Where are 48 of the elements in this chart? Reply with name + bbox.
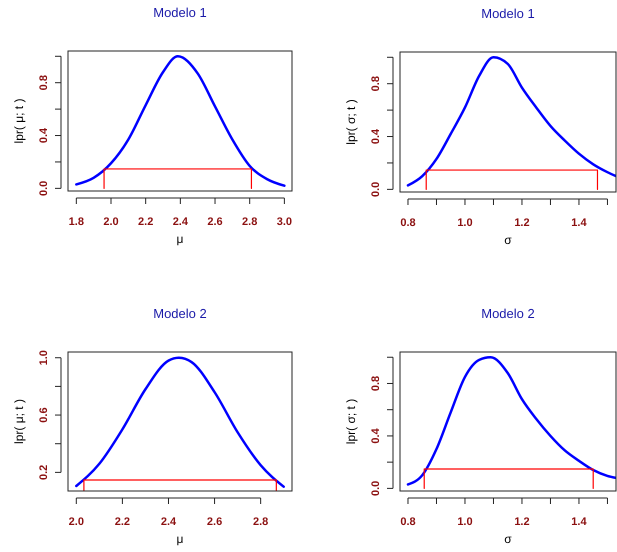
x-axis-title: μ (176, 532, 184, 546)
chart-title: Modelo 2 (153, 306, 207, 321)
x-tick-label: 2.6 (206, 516, 222, 528)
y-tick-label: 0.8 (370, 376, 382, 392)
x-tick-label: 2.4 (160, 516, 178, 528)
x-tick-label: 1.2 (514, 516, 530, 528)
y-axis-title: lpr( μ; t ) (12, 98, 26, 144)
x-tick-label: 2.0 (68, 516, 84, 528)
y-tick-label: 0.0 (370, 480, 382, 496)
x-tick-label: 2.8 (253, 516, 268, 528)
y-tick-label: 0.4 (370, 427, 382, 444)
y-tick-label: 0.0 (370, 182, 382, 198)
x-axis-title: σ (504, 233, 512, 247)
x-tick-label: 1.0 (457, 516, 473, 528)
chart-title: Modelo 1 (481, 6, 535, 21)
x-tick-label: 1.4 (571, 217, 588, 229)
x-tick-label: 0.8 (400, 516, 416, 528)
line-series (75, 356, 285, 488)
x-tick-label: 3.0 (276, 216, 292, 228)
y-tick-label: 0.0 (38, 180, 50, 196)
x-tick-label: 2.8 (242, 216, 258, 228)
x-tick-label: 1.2 (514, 217, 530, 229)
x-tick-label: 2.4 (172, 216, 189, 228)
x-tick-label: 1.8 (68, 216, 84, 228)
x-tick-label: 0.8 (400, 217, 416, 229)
line-series (406, 356, 616, 486)
y-tick-label: 0.4 (370, 128, 382, 144)
x-axis-title: μ (176, 232, 184, 246)
y-tick-label: 1.0 (38, 350, 50, 366)
y-tick-label: 0.8 (38, 75, 50, 90)
x-tick-label: 2.2 (138, 216, 154, 228)
x-tick-label: 2.2 (114, 516, 130, 528)
y-tick-label: 0.2 (38, 464, 50, 480)
line-series (406, 56, 616, 187)
x-tick-label: 1.4 (571, 516, 588, 528)
y-axis-title: lpr( σ; t ) (344, 398, 358, 444)
y-tick-label: 0.6 (38, 407, 50, 423)
x-axis-title: σ (504, 532, 512, 546)
chart-title: Modelo 2 (481, 306, 535, 321)
y-axis-title: lpr( μ; t ) (12, 399, 26, 444)
x-tick-label: 1.0 (457, 217, 473, 229)
y-tick-label: 0.4 (38, 127, 50, 144)
line-series (75, 55, 286, 187)
chart-title: Modelo 1 (153, 5, 207, 20)
y-tick-label: 0.8 (370, 76, 382, 92)
y-axis-title: lpr( σ; t ) (344, 99, 358, 145)
x-tick-label: 2.6 (207, 216, 223, 228)
x-tick-label: 2.0 (103, 216, 119, 228)
